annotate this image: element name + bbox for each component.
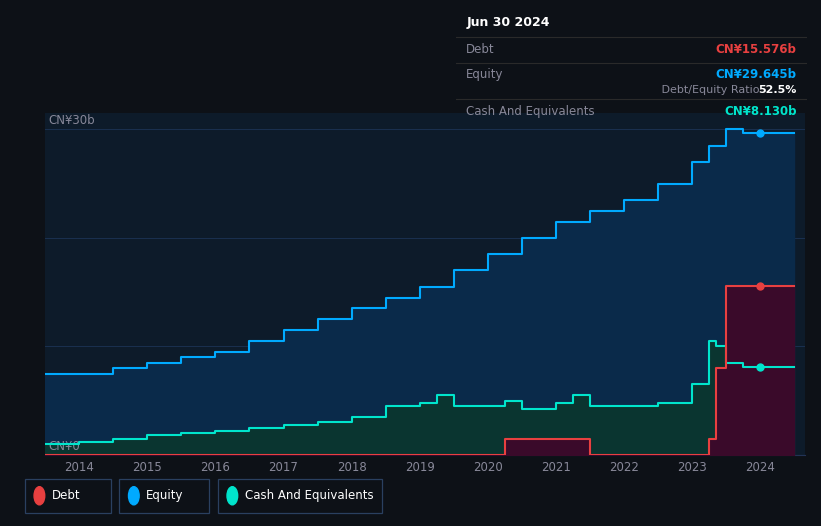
Text: CN¥15.576b: CN¥15.576b xyxy=(716,43,796,56)
Text: Debt/Equity Ratio: Debt/Equity Ratio xyxy=(658,85,759,95)
Text: Cash And Equivalents: Cash And Equivalents xyxy=(466,105,595,118)
Text: Debt: Debt xyxy=(466,43,495,56)
Text: Jun 30 2024: Jun 30 2024 xyxy=(466,16,550,29)
Text: Equity: Equity xyxy=(466,68,504,81)
Ellipse shape xyxy=(227,487,238,505)
Text: CN¥30b: CN¥30b xyxy=(48,114,95,127)
Text: Equity: Equity xyxy=(146,489,184,502)
Ellipse shape xyxy=(34,487,45,505)
Text: 52.5%: 52.5% xyxy=(758,85,796,95)
Text: CN¥8.130b: CN¥8.130b xyxy=(724,105,796,118)
Text: CN¥0: CN¥0 xyxy=(48,440,80,453)
Text: Debt: Debt xyxy=(52,489,80,502)
Text: CN¥29.645b: CN¥29.645b xyxy=(715,68,796,81)
Ellipse shape xyxy=(128,487,140,505)
Text: Cash And Equivalents: Cash And Equivalents xyxy=(245,489,374,502)
